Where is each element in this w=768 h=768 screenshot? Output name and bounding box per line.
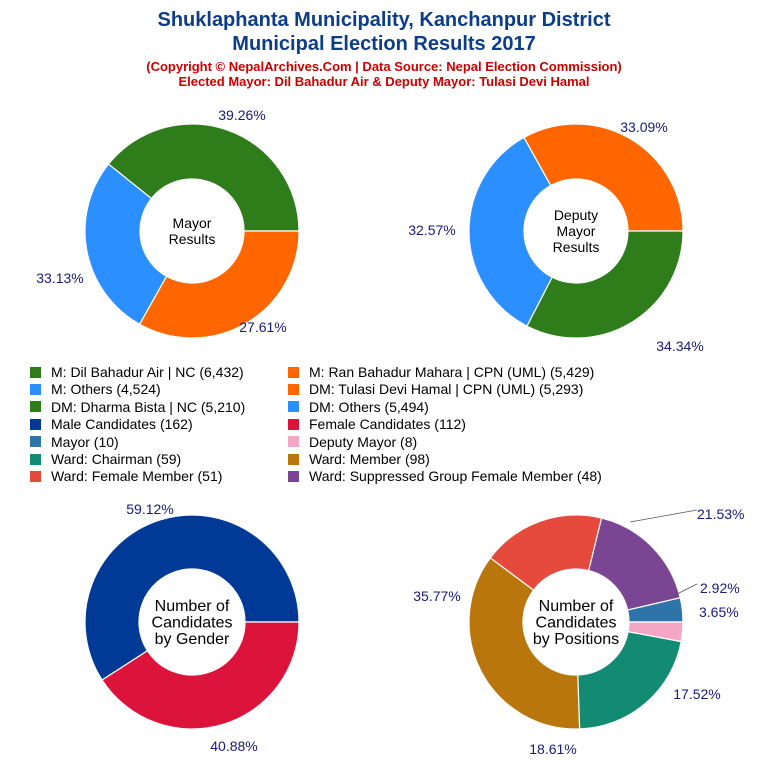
legend-label: DM: Dharma Bista | NC (5,210)	[51, 398, 246, 415]
legend-item: M: Others (4,524)	[30, 380, 161, 398]
percent-label: 34.34%	[656, 338, 703, 354]
center-label: Mayor	[557, 223, 596, 239]
legend-swatch	[30, 366, 41, 378]
legend-label: Ward: Female Member (51)	[51, 468, 223, 485]
donut-slice	[468, 557, 581, 730]
legend-item: Deputy Mayor (8)	[288, 433, 417, 451]
legend-label: Female Candidates (112)	[309, 416, 466, 433]
donut-slice	[526, 230, 684, 339]
donut-slice	[84, 163, 168, 326]
legend-item: Ward: Member (98)	[288, 450, 430, 468]
leader-line	[674, 583, 698, 596]
legend-item: DM: Others (5,494)	[288, 398, 429, 416]
donut-slice	[523, 123, 684, 232]
center-label: Candidates	[152, 615, 233, 632]
legend-swatch	[30, 418, 41, 430]
center-label: by Positions	[533, 631, 619, 648]
legend-label: Deputy Mayor (8)	[309, 433, 418, 450]
legend-label: DM: Others (5,494)	[309, 398, 429, 415]
legend-swatch	[30, 401, 41, 413]
percent-label: 59.12%	[126, 501, 173, 517]
legend-item: Ward: Female Member (51)	[30, 467, 222, 485]
legend-item: Ward: Suppressed Group Female Member (48…	[288, 467, 602, 485]
percent-label: 40.88%	[210, 738, 257, 754]
center-label: Results	[553, 239, 600, 255]
legend-label: Mayor (10)	[51, 433, 119, 450]
center-label: Results	[169, 231, 216, 247]
donut-slice	[107, 123, 300, 232]
percent-label: 32.57%	[408, 222, 455, 238]
center-label: Deputy	[554, 207, 598, 223]
percent-label: 33.13%	[36, 270, 83, 286]
center-label: Mayor	[173, 215, 212, 231]
legend-label: Ward: Chairman (59)	[51, 451, 182, 467]
percent-label: 3.65%	[699, 604, 739, 620]
page-title-line2: Municipal Election Results 2017	[232, 33, 536, 55]
donut-slice	[138, 230, 300, 339]
percent-label: 39.26%	[218, 107, 265, 123]
copyright-note: (Copyright © NepalArchives.Com | Data So…	[146, 59, 622, 74]
percent-label: 33.09%	[620, 119, 667, 135]
donut-slice	[489, 514, 603, 592]
legend-item: Male Candidates (162)	[30, 415, 193, 433]
legend-item: Mayor (10)	[30, 433, 119, 451]
legend-swatch	[288, 453, 299, 465]
legend-item: Female Candidates (112)	[288, 415, 466, 433]
percent-label: 35.77%	[413, 588, 460, 604]
legend-swatch	[30, 470, 41, 482]
percent-label: 17.52%	[673, 686, 720, 702]
center-label: Candidates	[536, 615, 617, 632]
center-label: by Gender	[155, 631, 230, 648]
legend-item: M: Dil Bahadur Air | NC (6,432)	[30, 363, 244, 381]
leader-line	[629, 509, 698, 523]
legend-item: Ward: Chairman (59)	[30, 450, 181, 468]
legend-label: M: Others (4,524)	[51, 381, 161, 398]
legend-label: Ward: Member (98)	[309, 451, 430, 467]
donut-slice	[101, 621, 300, 730]
legend-item: DM: Tulasi Devi Hamal | CPN (UML) (5,293…	[288, 380, 583, 398]
legend-swatch	[288, 366, 299, 378]
legend-swatch	[288, 401, 299, 413]
donut-slice	[577, 630, 682, 730]
center-label: Number of	[155, 598, 230, 615]
elected-officials-note: Elected Mayor: Dil Bahadur Air & Deputy …	[178, 74, 590, 89]
legend-label: M: Ran Bahadur Mahara | CPN (UML) (5,429…	[309, 364, 595, 380]
percent-label: 21.53%	[697, 506, 744, 522]
center-label: Number of	[539, 598, 614, 615]
legend-swatch	[288, 383, 299, 395]
legend-swatch	[288, 436, 299, 448]
legend-item: M: Ran Bahadur Mahara | CPN (UML) (5,429…	[288, 363, 594, 381]
legend-swatch	[30, 453, 41, 465]
legend-label: M: Dil Bahadur Air | NC (6,432)	[51, 364, 244, 380]
donut-slice	[627, 621, 684, 643]
candidates-by-positions-donut: 3.65% 17.52% 18.61% 35.77% 21.53% 2.92% Number…	[413, 506, 744, 757]
legend-swatch	[288, 418, 299, 430]
legend-label: Ward: Suppressed Group Female Member (48…	[309, 468, 602, 485]
donut-slice	[587, 517, 681, 611]
donut-slice	[468, 136, 554, 327]
legend-swatch	[30, 383, 41, 395]
percent-label: 18.61%	[529, 741, 576, 757]
legend-item: DM: Dharma Bista | NC (5,210)	[30, 398, 245, 416]
legend-label: Male Candidates (162)	[51, 416, 193, 433]
legend-label: DM: Tulasi Devi Hamal | CPN (UML) (5,293…	[309, 381, 584, 398]
legend-swatch	[30, 436, 41, 448]
page-title-line1: Shuklaphanta Municipality, Kanchanpur Di…	[157, 9, 611, 31]
percent-label: 27.61%	[239, 319, 286, 335]
percent-label: 2.92%	[700, 580, 740, 596]
legend-swatch	[288, 470, 299, 482]
donut-slice	[84, 514, 300, 681]
